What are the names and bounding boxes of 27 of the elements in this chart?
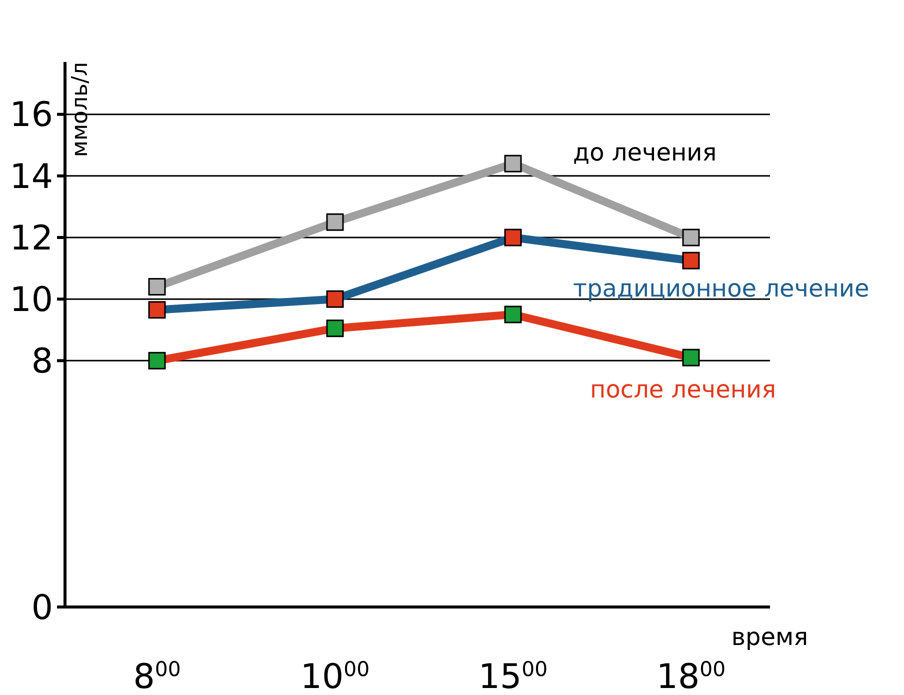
y-tick-label: 16 xyxy=(10,95,53,136)
y-tick-label: 12 xyxy=(10,218,53,258)
y-tick-label: 8 xyxy=(31,342,53,382)
series-label: традиционное лечение xyxy=(573,274,870,303)
series-label: до лечения xyxy=(573,138,717,167)
point xyxy=(504,228,522,246)
y-tick-label: 0 xyxy=(31,588,53,628)
x-tick-label: 15$^{00}$ xyxy=(478,657,548,695)
point xyxy=(682,252,700,270)
y-tick-label: 10 xyxy=(10,280,53,320)
series-label: после лечения xyxy=(590,376,776,404)
point xyxy=(504,154,522,172)
point xyxy=(326,290,344,308)
y-axis-title: ммоль/л xyxy=(68,62,93,158)
point xyxy=(148,301,166,319)
x-axis-title: время xyxy=(731,623,808,651)
x-tick-label: 10$^{00}$ xyxy=(300,657,370,695)
point xyxy=(682,348,700,366)
point xyxy=(148,278,166,296)
point xyxy=(682,228,700,246)
point xyxy=(326,213,344,231)
x-tick-label: 18$^{00}$ xyxy=(656,657,726,695)
point xyxy=(504,306,522,324)
x-tick-label: 8$^{00}$ xyxy=(133,657,181,695)
point xyxy=(148,352,166,370)
point xyxy=(326,320,344,338)
y-tick-label: 14 xyxy=(10,156,53,197)
